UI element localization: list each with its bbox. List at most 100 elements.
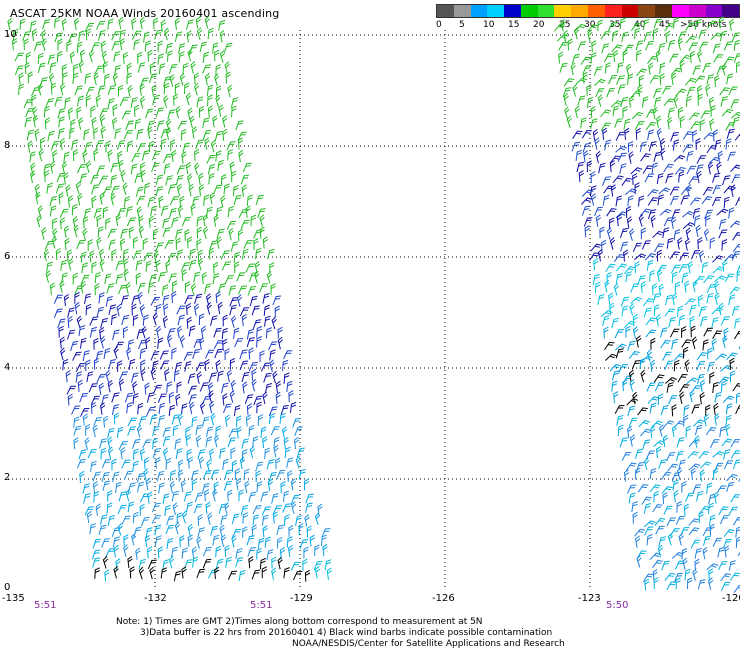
wind-barb xyxy=(107,380,113,393)
wind-barb xyxy=(719,515,730,525)
wind-barb xyxy=(679,391,685,405)
wind-barb xyxy=(270,283,276,295)
wind-barb xyxy=(656,264,668,274)
wind-barb xyxy=(656,128,662,141)
wind-barb xyxy=(169,207,177,219)
wind-barb xyxy=(93,72,99,86)
wind-barb xyxy=(120,228,128,239)
wind-barb xyxy=(63,172,69,185)
wind-barb xyxy=(630,22,642,31)
pass-time: 5:51 xyxy=(250,600,273,611)
wind-barb xyxy=(179,535,185,548)
wind-barb xyxy=(167,252,177,263)
wind-barb xyxy=(225,556,232,568)
wind-barb xyxy=(706,74,715,85)
wind-barb xyxy=(117,84,124,97)
wind-barb xyxy=(713,54,724,63)
wind-barb xyxy=(682,210,695,218)
wind-barb xyxy=(705,214,711,227)
wind-barb xyxy=(214,348,224,359)
wind-barb xyxy=(612,175,624,184)
wind-barb xyxy=(650,359,656,372)
wind-barb xyxy=(151,150,161,161)
wind-barb xyxy=(611,44,623,53)
wind-barb xyxy=(240,505,249,516)
wind-barb xyxy=(645,450,655,460)
wind-barb xyxy=(127,555,133,569)
wind-barb xyxy=(80,251,87,263)
wind-barb xyxy=(100,40,107,53)
wind-barb xyxy=(692,65,701,75)
wind-barb xyxy=(92,557,101,568)
legend-swatch xyxy=(437,5,454,17)
wind-barb xyxy=(99,326,105,340)
wind-barb xyxy=(659,208,672,216)
wind-barb xyxy=(171,347,177,360)
wind-barb xyxy=(689,389,695,403)
wind-barb xyxy=(671,72,677,86)
wind-barb xyxy=(660,327,668,338)
wind-barb xyxy=(640,153,651,162)
wind-barb xyxy=(101,394,109,405)
wind-barb xyxy=(266,549,274,560)
wind-barb xyxy=(13,28,19,41)
wind-barb xyxy=(72,272,78,285)
wind-barb xyxy=(571,141,581,152)
wind-barb xyxy=(220,174,227,186)
wind-barb xyxy=(730,370,736,383)
wind-barb xyxy=(107,446,114,460)
wind-barb xyxy=(665,294,673,306)
wind-barb xyxy=(267,248,275,260)
wind-barb xyxy=(252,514,260,526)
wind-barb xyxy=(614,118,623,128)
wind-barb xyxy=(141,150,150,161)
wind-barb xyxy=(690,325,696,338)
wind-barb xyxy=(590,118,598,130)
wind-barb xyxy=(725,403,733,415)
wind-barb xyxy=(639,357,646,370)
wind-barb xyxy=(280,405,289,415)
wind-barb xyxy=(154,29,163,40)
legend-label: 45 xyxy=(659,20,671,30)
wind-barb xyxy=(678,314,686,327)
wind-barb xyxy=(709,523,715,536)
wind-barb xyxy=(206,426,214,438)
wind-barb xyxy=(174,361,183,373)
wind-barb xyxy=(84,72,92,84)
wind-barb xyxy=(622,106,628,118)
wind-barb xyxy=(305,502,313,513)
wind-barb xyxy=(287,470,293,483)
wind-barb xyxy=(732,243,740,252)
wind-barb xyxy=(653,151,662,162)
wind-barb xyxy=(188,325,196,337)
wind-barb xyxy=(721,438,733,447)
wind-barb xyxy=(625,271,633,283)
wind-barb xyxy=(720,96,729,107)
wind-barb xyxy=(165,42,173,54)
wind-barb xyxy=(636,550,647,560)
wind-barb xyxy=(214,566,220,579)
wind-barb xyxy=(662,420,675,428)
wind-barb xyxy=(617,61,624,74)
wind-barb xyxy=(134,118,142,130)
wind-barb xyxy=(227,570,238,580)
wind-barb xyxy=(162,227,171,238)
wind-barb xyxy=(640,227,647,240)
wind-barb xyxy=(249,295,258,307)
wind-barb xyxy=(214,130,223,142)
wind-barb xyxy=(720,573,731,582)
wind-barb xyxy=(127,426,136,436)
wind-barb xyxy=(93,148,99,161)
wind-barb xyxy=(174,31,183,42)
legend-swatch xyxy=(554,5,572,17)
wind-barb xyxy=(725,414,732,427)
wind-barb xyxy=(149,566,155,580)
wind-barb xyxy=(139,347,146,359)
wind-barb xyxy=(728,294,736,306)
wind-barb xyxy=(50,82,57,95)
wind-barb xyxy=(60,347,66,361)
wind-barb xyxy=(62,72,68,84)
wind-barb xyxy=(246,535,255,546)
wind-barb xyxy=(152,425,160,437)
wind-barb xyxy=(207,382,214,395)
